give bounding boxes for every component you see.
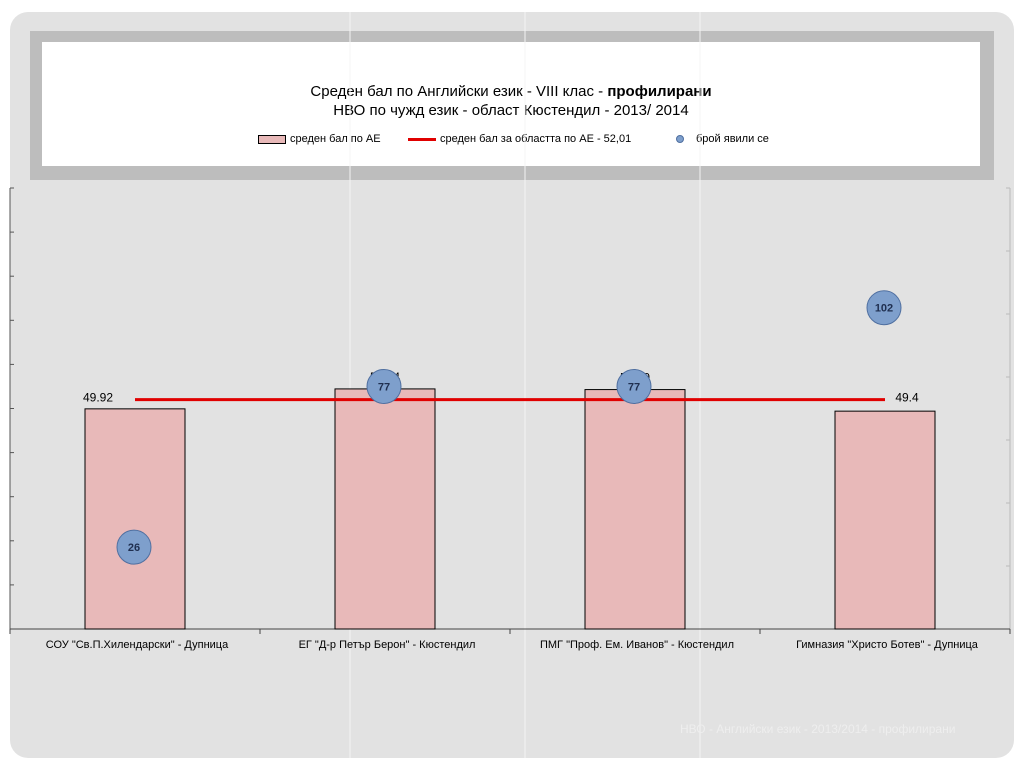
count-label-1: 26 (128, 542, 140, 554)
bar-2 (334, 388, 436, 630)
legend-dot-swatch (676, 135, 684, 143)
bar-value-label-1: 49.92 (83, 391, 113, 405)
count-bubble-3 (616, 368, 652, 404)
count-label-4: 102 (875, 303, 893, 315)
legend-item-line: среден бал за областта по АЕ - 52,01 (408, 133, 631, 145)
legend-line-swatch (408, 137, 436, 141)
chart-title-line2: НВО по чужд език - област Кюстендил - 20… (333, 102, 689, 119)
category-label-1: СОУ "Св.П.Хилендарски" - Дупница (46, 639, 229, 651)
category-label-2: ЕГ "Д-р Петър Берон" - Кюстендил (299, 639, 476, 651)
category-label-4: Гимназия "Христо Ботев" - Дупница (796, 639, 979, 651)
count-label-3: 77 (628, 381, 640, 393)
footer-watermark: НВО - Английски език - 2013/2014 - профи… (680, 722, 956, 736)
legend-dot-label: брой явили се (696, 133, 769, 145)
bar-1 (84, 408, 186, 630)
count-label-2: 77 (378, 381, 390, 393)
chart-title-box: Среден бал по Английски език - VIII клас… (42, 42, 980, 166)
legend-bar-swatch (258, 134, 286, 144)
legend-item-bar: среден бал по АЕ (258, 133, 381, 145)
bar-value-label-4: 49.4 (895, 391, 919, 405)
bar-3 (584, 389, 686, 630)
chart-legend: среден бал по АЕ среден бал за областта … (42, 133, 980, 149)
count-bubble-4 (866, 290, 902, 326)
chart-title: Среден бал по Английски език - VIII клас… (42, 82, 980, 120)
category-label-3: ПМГ "Проф. Ем. Иванов" - Кюстендил (540, 639, 734, 651)
legend-bar-label: среден бал по АЕ (290, 133, 381, 145)
bar-4 (834, 410, 936, 630)
chart-title-line1: Среден бал по Английски език - VIII клас… (310, 83, 608, 100)
legend-item-dot: брой явили се (676, 133, 769, 145)
legend-line-label: среден бал за областта по АЕ - 52,01 (440, 133, 632, 145)
count-bubble-1 (116, 529, 152, 565)
chart-title-emphasis: профилирани (607, 83, 712, 100)
count-bubble-2 (366, 368, 402, 404)
